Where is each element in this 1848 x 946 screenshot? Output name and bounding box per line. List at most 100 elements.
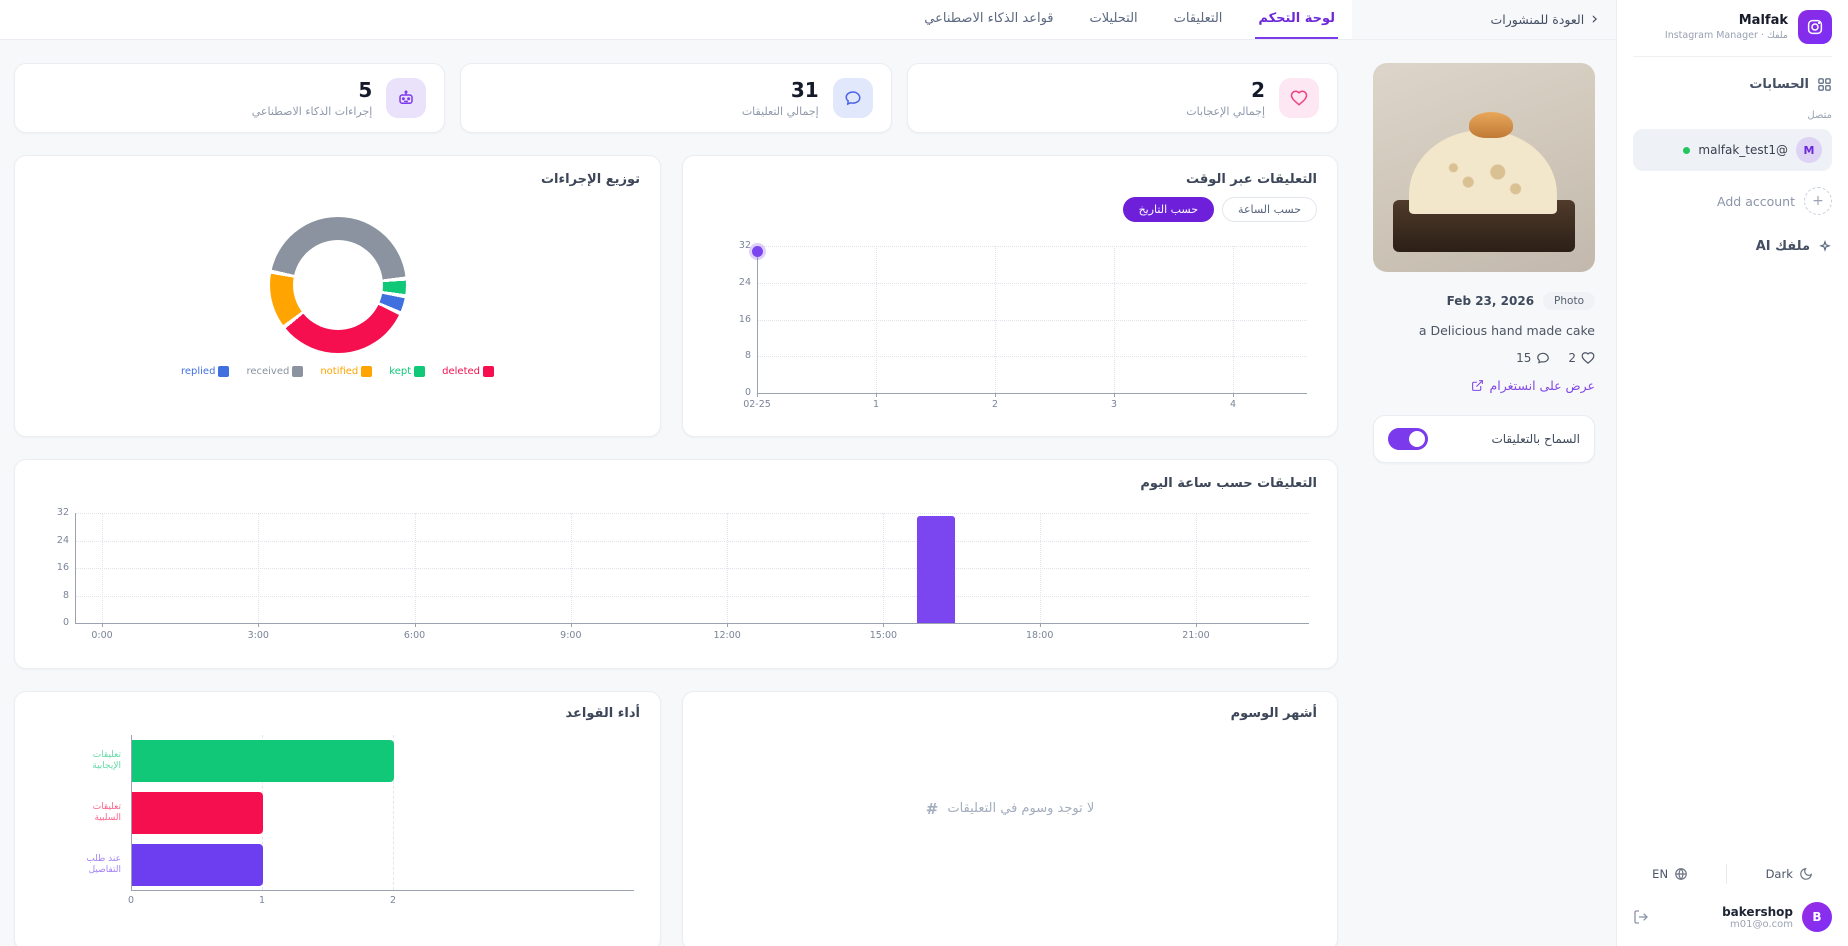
back-to-posts-link[interactable]: ‹ العودة للمنشورات: [1352, 0, 1616, 40]
ai-profile-label: ملفك AI: [1755, 239, 1810, 254]
legend-item-deleted[interactable]: deleted: [442, 366, 495, 377]
legend-label: replied: [180, 366, 216, 377]
stat-card-likes: 2 إجمالي الإعجابات: [906, 63, 1338, 133]
stat-card-comments: 31 إجمالي التعليقات: [460, 63, 892, 133]
add-account-button[interactable]: + Add account: [1633, 187, 1832, 215]
photo-bread-knot-shape: [1469, 112, 1513, 138]
heart-icon: [1279, 78, 1319, 118]
hashtags-empty-state: لا توجد وسوم في التعليقات #: [703, 721, 1317, 896]
main-area: لوحة التحكم التعليقات التحليلات قواعد ال…: [0, 0, 1352, 946]
theme-toggle-button[interactable]: Dark: [1766, 867, 1813, 881]
account-handle: @malfak_test1: [1698, 143, 1788, 157]
legend-swatch: [483, 366, 495, 377]
sidebar-item-ai-profile[interactable]: ملفك AI: [1633, 239, 1832, 254]
legend-swatch: [361, 366, 373, 377]
by-date-button[interactable]: حسب التاريخ: [1122, 197, 1215, 222]
actions-distribution-card: توزيع الإجراءات replied received notifie…: [14, 155, 661, 437]
chart-title: التعليقات حسب ساعة اليوم: [1140, 476, 1317, 491]
allow-comments-toggle[interactable]: [1388, 428, 1428, 450]
sidebar-header: Malfak ملفك · Instagram Manager: [1633, 10, 1832, 57]
legend-item-received[interactable]: received: [246, 366, 304, 377]
add-account-label: Add account: [1717, 193, 1795, 209]
comments-over-time-plot: 0 8 16 24 32 02-25 1 2 3 4: [739, 240, 1307, 410]
user-text-block: bakershop m01@o.com: [1722, 905, 1793, 930]
post-date: Feb 23, 2026: [1446, 294, 1535, 308]
comments-over-time-card: التعليقات عبر الوقت حسب الساعة حسب التار…: [682, 155, 1338, 437]
legend-item-replied[interactable]: replied: [180, 366, 230, 377]
chevron-left-icon: ‹: [1591, 9, 1598, 29]
tab-analytics[interactable]: التحليلات: [1089, 11, 1138, 26]
legend-swatch: [292, 366, 304, 377]
post-panel: ‹ العودة للمنشورات Photo Feb 23, 2026 a …: [1352, 0, 1616, 946]
photo-bread-shape: [1409, 130, 1557, 214]
time-mode-switcher: حسب الساعة حسب التاريخ: [703, 197, 1317, 222]
legend-item-notified[interactable]: notified: [320, 366, 373, 377]
moon-icon: [1799, 867, 1813, 881]
tab-dashboard[interactable]: لوحة التحكم: [1255, 0, 1338, 39]
grid-icon: [1817, 77, 1832, 92]
view-on-instagram-link[interactable]: عرض على انستغرام: [1373, 378, 1595, 393]
bottom-row: أشهر الوسوم لا توجد وسوم في التعليقات # …: [14, 691, 1338, 946]
stat-value: 31: [790, 78, 819, 102]
chart-title: أداء القواعد: [565, 706, 640, 721]
tabs-bar: لوحة التحكم التعليقات التحليلات قواعد ال…: [921, 0, 1338, 39]
top-hashtags-card: أشهر الوسوم لا توجد وسوم في التعليقات #: [682, 691, 1338, 946]
by-hour-button[interactable]: حسب الساعة: [1222, 197, 1317, 222]
chart-title: التعليقات عبر الوقت: [1186, 172, 1317, 187]
connected-label: متصل: [1807, 110, 1832, 121]
chart-title: توزيع الإجراءات: [540, 172, 640, 187]
comment-icon: [1536, 351, 1550, 365]
comments-count: 15: [1516, 351, 1532, 365]
app-title-block: Malfak ملفك · Instagram Manager: [1665, 13, 1788, 41]
main-header: لوحة التحكم التعليقات التحليلات قواعد ال…: [0, 0, 1352, 40]
heart-icon: [1581, 351, 1595, 365]
stat-text: 5 إجراءات الذكاء الاصطناعي: [252, 78, 373, 118]
donut-legend: replied received notified kept deleted: [35, 366, 640, 377]
language-button[interactable]: EN: [1652, 867, 1688, 881]
user-row: B bakershop m01@o.com: [1633, 902, 1832, 932]
account-item[interactable]: M @malfak_test1: [1633, 129, 1832, 171]
dashboard-content: 2 إجمالي الإعجابات 31 إجمالي التعليقات: [0, 40, 1352, 946]
stat-text: 31 إجمالي التعليقات: [742, 78, 819, 118]
sidebar-spacer: [1633, 254, 1832, 864]
legend-label: kept: [389, 366, 412, 377]
stat-card-ai-actions: 5 إجراءات الذكاء الاصطناعي: [14, 63, 446, 133]
rules-performance-plot: 0 1 2 تعليقات الإيجابية تعليقات السلبية عند طلب…: [35, 735, 640, 920]
legend-swatch: [414, 366, 426, 377]
globe-icon: [1674, 867, 1688, 881]
stat-label: إجمالي الإعجابات: [1186, 105, 1265, 118]
sidebar: Malfak ملفك · Instagram Manager الحسابات…: [1616, 0, 1848, 946]
comments-by-hour-plot: 0 8 16 24 32 0:00 3:00 6:00 9:00 12:00 15:00 18:00 2…: [57, 507, 1309, 641]
legend-item-kept[interactable]: kept: [389, 366, 426, 377]
sidebar-item-accounts[interactable]: الحسابات: [1633, 77, 1832, 92]
likes-stat: 2: [1568, 351, 1595, 365]
stat-value: 5: [358, 78, 373, 102]
account-avatar: M: [1796, 137, 1822, 163]
divider: [1726, 864, 1728, 884]
user-name: bakershop: [1722, 904, 1793, 919]
comment-icon: [832, 78, 873, 118]
rules-performance-card: أداء القواعد 0 1 2 تعليقات الإيجابية تعليقات ا…: [14, 691, 661, 946]
stat-text: 2 إجمالي الإعجابات: [1186, 78, 1265, 118]
post-caption: a Delicious hand made cake: [1418, 323, 1595, 338]
charts-row: التعليقات عبر الوقت حسب الساعة حسب التار…: [14, 155, 1338, 437]
media-type-badge: Photo: [1543, 292, 1595, 310]
plus-icon: +: [1804, 187, 1832, 215]
legend-label: received: [246, 366, 290, 377]
toggle-knob: [1409, 431, 1425, 447]
allow-comments-card: السماح بالتعليقات: [1373, 415, 1595, 463]
tab-comments[interactable]: التعليقات: [1173, 11, 1223, 26]
post-stats-row: 2 15: [1373, 351, 1595, 365]
user-email: m01@o.com: [1730, 918, 1793, 930]
comments-by-hour-card: التعليقات حسب ساعة اليوم 0 8 16 24 32 0:00 3:0…: [14, 459, 1338, 669]
robot-icon: [386, 78, 427, 118]
preferences-row: Dark EN: [1633, 864, 1832, 884]
view-link-label: عرض على انستغرام: [1489, 378, 1595, 393]
chart-title: أشهر الوسوم: [1230, 706, 1317, 721]
likes-count: 2: [1568, 351, 1576, 365]
legend-swatch: [218, 366, 230, 377]
logout-icon[interactable]: [1633, 909, 1649, 925]
comments-stat: 15: [1516, 351, 1550, 365]
tab-ai-rules[interactable]: قواعد الذكاء الاصطناعي: [924, 11, 1054, 26]
